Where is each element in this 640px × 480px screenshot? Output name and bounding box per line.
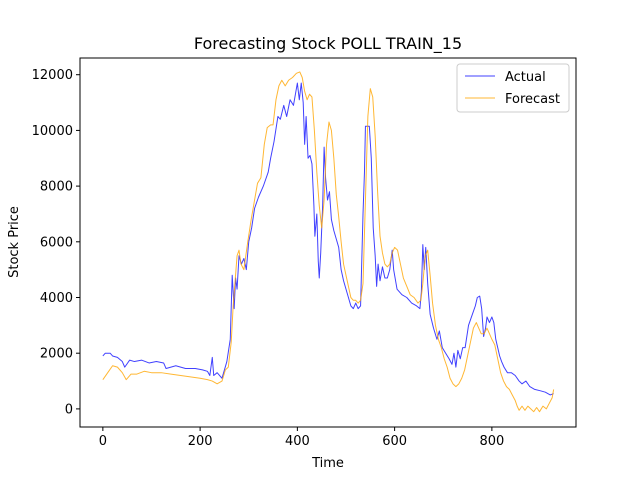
x-tick-label: 200 [188,434,213,449]
y-tick-label: 12000 [32,68,73,83]
series-line-forecast [102,71,555,413]
legend: Actual Forecast [456,63,570,113]
x-tick-label: 600 [382,434,407,449]
y-axis-label: Stock Price [7,206,22,278]
legend-label-forecast: Forecast [505,92,560,107]
x-tick-label: 0 [99,434,107,449]
x-axis-ticks: 0 200 400 600 800 [99,427,504,449]
y-tick-label: 10000 [32,124,73,139]
y-tick-label: 0 [65,402,73,417]
plot-frame [79,57,577,428]
y-tick-label: 4000 [40,291,73,306]
y-tick-label: 2000 [40,347,73,362]
x-tick-label: 800 [479,434,504,449]
y-tick-label: 6000 [40,235,73,250]
x-tick-label: 400 [285,434,310,449]
legend-label-actual: Actual [505,70,546,85]
y-tick-label: 8000 [40,180,73,195]
series-line-actual [102,82,554,396]
series-layer [102,71,555,413]
x-axis-label: Time [311,456,344,471]
y-axis-ticks: 0 2000 4000 6000 8000 10000 12000 [32,68,80,417]
chart-title: Forecasting Stock POLL TRAIN_15 [194,34,462,54]
